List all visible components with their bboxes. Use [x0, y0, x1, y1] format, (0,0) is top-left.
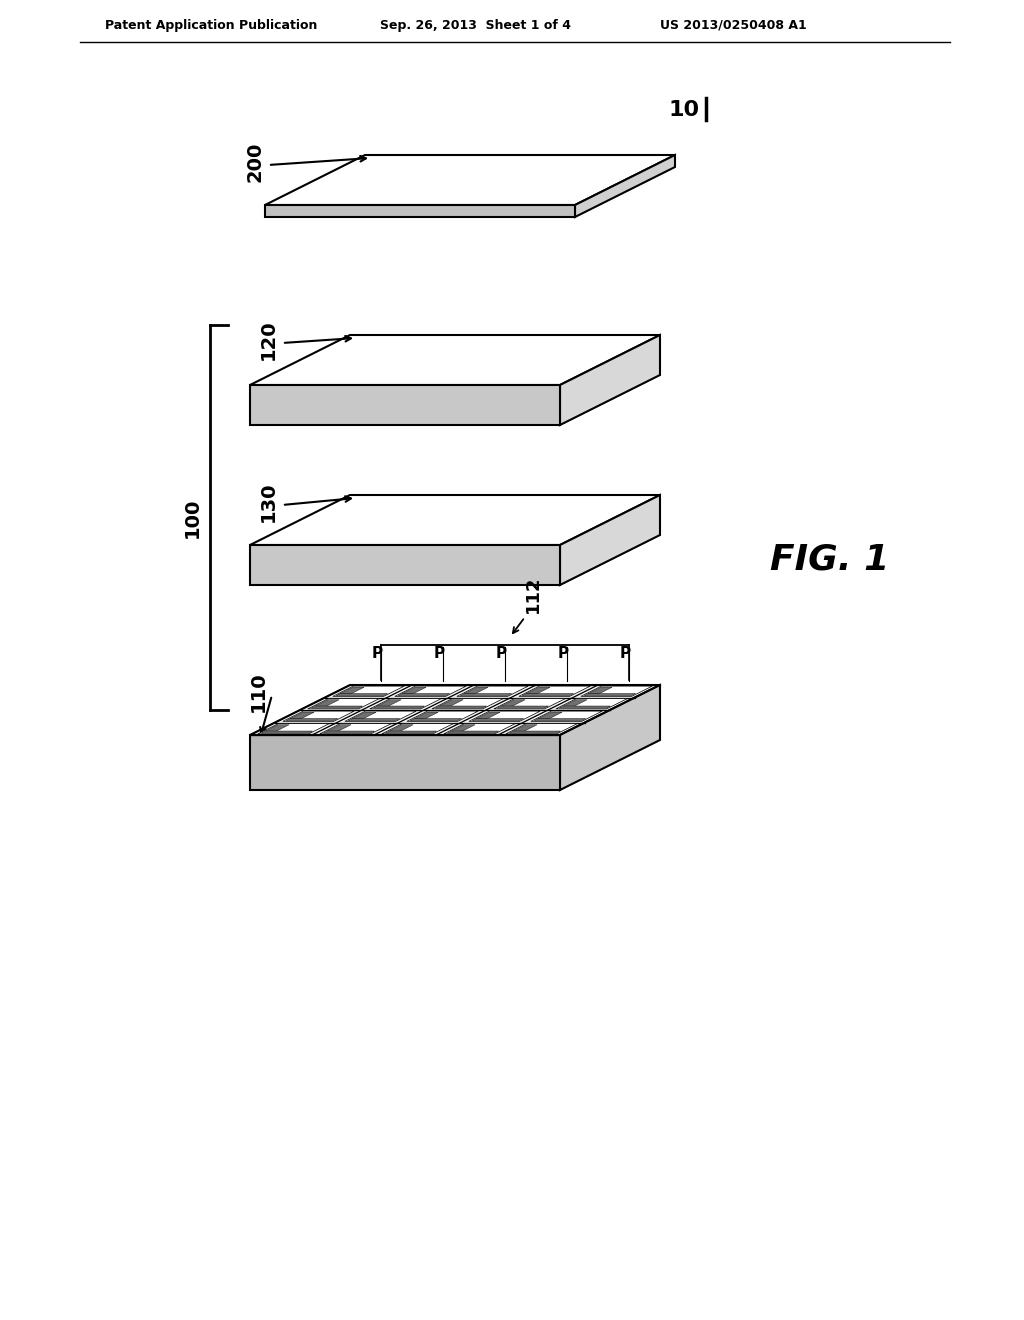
Polygon shape — [286, 718, 338, 721]
Polygon shape — [464, 688, 488, 694]
Polygon shape — [402, 688, 426, 694]
Text: 130: 130 — [258, 482, 278, 523]
Polygon shape — [506, 723, 578, 734]
Text: 200: 200 — [246, 141, 264, 182]
Polygon shape — [414, 713, 438, 719]
Text: P: P — [620, 645, 631, 661]
Polygon shape — [588, 688, 612, 694]
Polygon shape — [370, 698, 441, 709]
Polygon shape — [283, 711, 354, 721]
Polygon shape — [373, 706, 425, 708]
Polygon shape — [250, 735, 560, 789]
Polygon shape — [460, 693, 512, 696]
Polygon shape — [250, 545, 560, 585]
Polygon shape — [382, 723, 454, 734]
Polygon shape — [250, 335, 660, 385]
Text: 10: 10 — [669, 100, 700, 120]
Polygon shape — [411, 718, 462, 721]
Polygon shape — [538, 713, 562, 719]
Text: P: P — [557, 645, 568, 661]
Text: Patent Application Publication: Patent Application Publication — [105, 18, 317, 32]
Polygon shape — [336, 693, 387, 696]
Polygon shape — [530, 711, 602, 721]
Text: 112: 112 — [524, 576, 542, 612]
Polygon shape — [327, 725, 351, 731]
Polygon shape — [250, 685, 660, 735]
Polygon shape — [559, 706, 610, 708]
Polygon shape — [345, 711, 416, 721]
Polygon shape — [407, 711, 478, 721]
Polygon shape — [472, 718, 523, 721]
Polygon shape — [519, 686, 590, 697]
Polygon shape — [265, 154, 675, 205]
Polygon shape — [476, 713, 500, 719]
Text: FIG. 1: FIG. 1 — [770, 543, 890, 577]
Polygon shape — [560, 495, 660, 585]
Polygon shape — [439, 700, 463, 706]
Polygon shape — [443, 723, 515, 734]
Text: 100: 100 — [182, 498, 202, 537]
Polygon shape — [451, 725, 475, 731]
Polygon shape — [535, 718, 586, 721]
Polygon shape — [526, 688, 550, 694]
Polygon shape — [265, 205, 575, 216]
Polygon shape — [432, 698, 503, 709]
Polygon shape — [522, 693, 573, 696]
Polygon shape — [560, 335, 660, 425]
Polygon shape — [324, 731, 375, 733]
Polygon shape — [290, 713, 314, 719]
Polygon shape — [560, 685, 660, 789]
Polygon shape — [261, 731, 312, 733]
Polygon shape — [389, 725, 413, 731]
Text: P: P — [496, 645, 507, 661]
Text: US 2013/0250408 A1: US 2013/0250408 A1 — [660, 18, 807, 32]
Polygon shape — [258, 723, 329, 734]
Polygon shape — [377, 700, 401, 706]
Polygon shape — [498, 706, 549, 708]
Polygon shape — [435, 706, 486, 708]
Polygon shape — [315, 700, 339, 706]
Polygon shape — [385, 731, 436, 733]
Polygon shape — [311, 706, 362, 708]
Polygon shape — [457, 686, 528, 697]
Text: 110: 110 — [249, 672, 267, 713]
Polygon shape — [319, 723, 391, 734]
Polygon shape — [584, 693, 636, 696]
Polygon shape — [340, 688, 365, 694]
Polygon shape — [398, 693, 450, 696]
Polygon shape — [581, 686, 652, 697]
Text: P: P — [372, 645, 383, 661]
Polygon shape — [395, 686, 466, 697]
Polygon shape — [348, 718, 399, 721]
Polygon shape — [513, 725, 538, 731]
Polygon shape — [333, 686, 404, 697]
Polygon shape — [494, 698, 565, 709]
Polygon shape — [563, 700, 587, 706]
Polygon shape — [352, 713, 376, 719]
Text: 120: 120 — [258, 319, 278, 360]
Polygon shape — [250, 385, 560, 425]
Polygon shape — [308, 698, 379, 709]
Polygon shape — [509, 731, 560, 733]
Text: P: P — [433, 645, 444, 661]
Polygon shape — [501, 700, 525, 706]
Polygon shape — [447, 731, 499, 733]
Polygon shape — [556, 698, 627, 709]
Polygon shape — [265, 725, 289, 731]
Text: Sep. 26, 2013  Sheet 1 of 4: Sep. 26, 2013 Sheet 1 of 4 — [380, 18, 571, 32]
Polygon shape — [469, 711, 541, 721]
Polygon shape — [250, 495, 660, 545]
Polygon shape — [575, 154, 675, 216]
